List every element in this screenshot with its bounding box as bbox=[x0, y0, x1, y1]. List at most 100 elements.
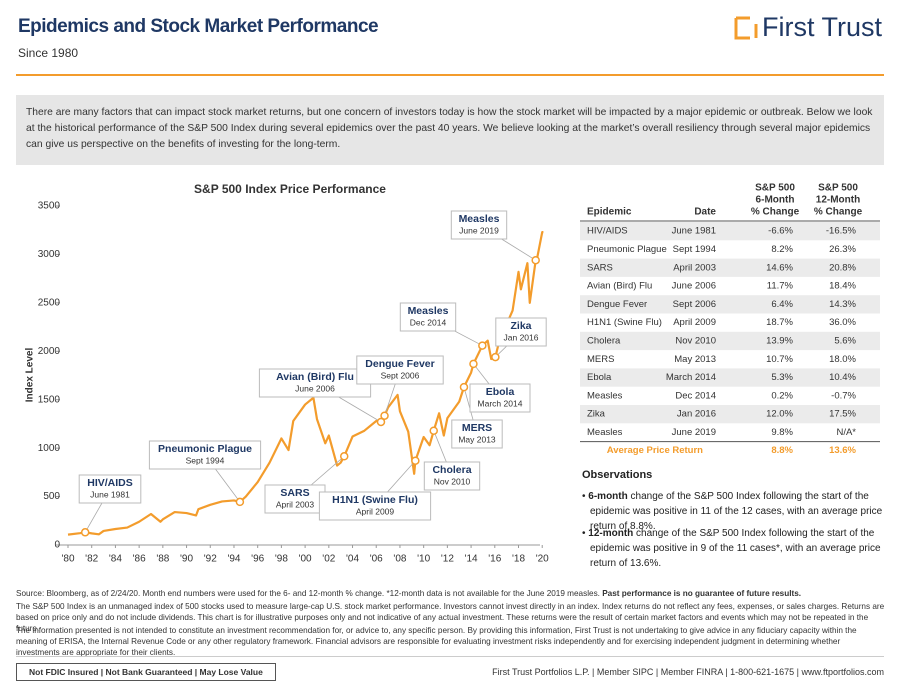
table-cell: SARS bbox=[587, 262, 613, 273]
table-cell: 18.7% bbox=[766, 317, 793, 328]
observation-text: change of the S&P 500 Index following th… bbox=[590, 491, 883, 532]
logo-icon bbox=[734, 16, 758, 39]
event-marker bbox=[339, 452, 349, 461]
table-cell: 26.3% bbox=[829, 244, 856, 255]
observation-text: change of the S&P 500 Index following th… bbox=[590, 528, 881, 569]
y-tick-label: 1000 bbox=[38, 443, 61, 454]
callout-box bbox=[264, 484, 326, 514]
callout-box bbox=[451, 419, 503, 449]
x-tick-label: '90 bbox=[180, 554, 193, 565]
table-cell: 6.4% bbox=[771, 299, 793, 310]
table-header: 6-Month bbox=[756, 195, 795, 206]
table-cell: 14.3% bbox=[829, 299, 856, 310]
callout-box bbox=[450, 210, 508, 240]
badge: Not FDIC Insured | Not Bank Guaranteed |… bbox=[16, 663, 276, 681]
logo: First Trust bbox=[734, 12, 882, 43]
row-shade bbox=[580, 222, 880, 241]
row-shade bbox=[580, 295, 880, 314]
table-cell: 0.2% bbox=[771, 390, 793, 401]
callout-date: April 2003 bbox=[276, 499, 315, 509]
y-tick-label: 1500 bbox=[38, 394, 61, 405]
x-tick-label: '00 bbox=[299, 554, 312, 565]
header-rule bbox=[16, 74, 884, 76]
table-cell: 18.4% bbox=[829, 281, 856, 292]
x-tick-label: '20 bbox=[536, 554, 549, 565]
callout-box bbox=[148, 440, 262, 470]
footer-rule bbox=[16, 656, 884, 657]
source-text: Source: Bloomberg, as of 2/24/20. Month … bbox=[16, 589, 603, 598]
x-tick-label: '84 bbox=[109, 554, 122, 565]
row-shade bbox=[580, 331, 880, 351]
callout-box bbox=[495, 317, 547, 347]
x-tick-label: '82 bbox=[85, 554, 98, 565]
x-tick-label: '12 bbox=[441, 554, 454, 565]
x-tick-label: '10 bbox=[417, 554, 430, 565]
chart-title: S&P 500 Index Price Performance bbox=[194, 182, 386, 196]
table-cell: 20.8% bbox=[829, 262, 856, 273]
x-tick-label: '16 bbox=[488, 554, 501, 565]
page-title: Epidemics and Stock Market Performance bbox=[18, 16, 379, 37]
callout-label: Measles bbox=[408, 305, 449, 317]
table-cell: 10.7% bbox=[766, 354, 793, 365]
observation-bold: 12-month bbox=[588, 528, 634, 539]
source: Source: Bloomberg, as of 2/24/20. Month … bbox=[16, 588, 886, 599]
callout-box bbox=[356, 355, 444, 385]
table-header: Epidemic bbox=[587, 207, 632, 218]
table-cell: June 1981 bbox=[672, 226, 716, 237]
event-marker bbox=[411, 456, 420, 465]
x-tick-label: '18 bbox=[512, 554, 525, 565]
y-tick-label: 2500 bbox=[38, 297, 61, 308]
y-tick-label: 500 bbox=[43, 491, 60, 502]
table-cell: 9.8% bbox=[771, 427, 793, 438]
table-cell: H1N1 (Swine Flu) bbox=[587, 317, 662, 328]
callout-date: June 2006 bbox=[295, 383, 335, 393]
table-cell: Cholera bbox=[587, 335, 621, 346]
callout-date: Jan 2016 bbox=[504, 332, 539, 342]
table-cell: 17.5% bbox=[829, 409, 856, 420]
x-tick-label: '06 bbox=[370, 554, 383, 565]
callout-box bbox=[78, 474, 142, 504]
table-cell: 13.9% bbox=[766, 335, 793, 346]
callout-label: MERS bbox=[462, 422, 492, 434]
observation: • 6-month change of the S&P 500 Index fo… bbox=[582, 491, 883, 532]
x-tick-label: '96 bbox=[251, 554, 264, 565]
event-marker bbox=[235, 497, 245, 507]
y-axis-label: Index Level bbox=[25, 348, 36, 403]
table-header: S&P 500 bbox=[755, 183, 795, 194]
table-cell: 12.0% bbox=[766, 409, 793, 420]
table-cell: -0.7% bbox=[831, 390, 856, 401]
table-cell: April 2009 bbox=[673, 317, 716, 328]
x-tick-label: '08 bbox=[393, 554, 406, 565]
logo-text: First Trust bbox=[762, 12, 882, 42]
table-average: 13.6% bbox=[829, 445, 856, 456]
disclosure: The S&P 500 Index is an unmanaged index … bbox=[16, 602, 885, 633]
callout-label: Ebola bbox=[486, 386, 515, 398]
callout-date: May 2013 bbox=[458, 434, 496, 444]
callout-date: June 1981 bbox=[90, 489, 130, 499]
callout-label: H1N1 (Swine Flu) bbox=[332, 494, 418, 506]
x-tick-label: '14 bbox=[465, 554, 478, 565]
x-tick-label: '86 bbox=[133, 554, 146, 565]
table-cell: March 2014 bbox=[666, 372, 716, 383]
source-bold: Past performance is no guarantee of futu… bbox=[602, 589, 802, 598]
x-tick-label: '92 bbox=[204, 554, 217, 565]
intro-text: There are many factors that can impact s… bbox=[16, 95, 884, 165]
observation: • 12-month change of the S&P 500 Index f… bbox=[582, 528, 881, 569]
table-cell: 36.0% bbox=[829, 317, 856, 328]
x-tick-label: '80 bbox=[61, 554, 74, 565]
table-cell: N/A* bbox=[836, 427, 856, 438]
table-cell: HIV/AIDS bbox=[587, 226, 628, 237]
callout-label: SARS bbox=[280, 487, 309, 499]
callout-label: Avian (Bird) Flu bbox=[276, 371, 354, 383]
callout-date: March 2014 bbox=[478, 398, 523, 408]
observations-title: Observations bbox=[582, 469, 653, 481]
event-marker bbox=[80, 528, 90, 537]
table-cell: 5.6% bbox=[834, 335, 856, 346]
row-shade bbox=[580, 258, 880, 277]
event-marker bbox=[429, 426, 438, 435]
table-cell: April 2003 bbox=[673, 262, 716, 273]
callout-box bbox=[399, 302, 457, 332]
callout-date: Sept 2006 bbox=[381, 370, 420, 380]
table-cell: Ebola bbox=[587, 372, 612, 383]
